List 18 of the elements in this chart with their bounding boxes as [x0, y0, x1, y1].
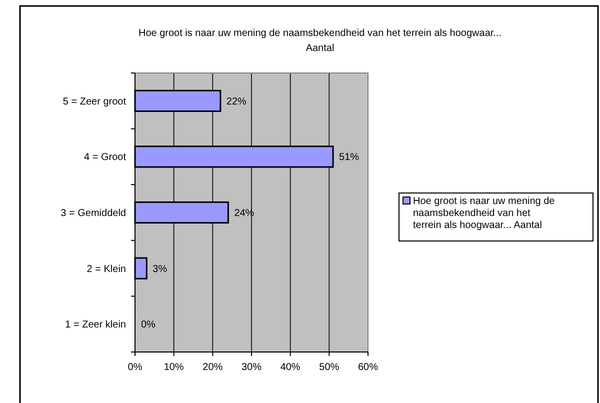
- data-label: 0%: [141, 320, 156, 331]
- data-label: 51%: [339, 152, 360, 164]
- x-tick-label: 60%: [358, 362, 378, 373]
- x-tick-label: 10%: [164, 362, 184, 373]
- x-tick-label: 40%: [280, 362, 300, 373]
- y-tick-label: 4 = Groot: [84, 152, 126, 164]
- y-tick-label: 1 = Zeer klein: [65, 320, 126, 331]
- y-tick-label: 5 = Zeer groot: [62, 96, 126, 108]
- x-tick-label: 50%: [319, 362, 340, 373]
- y-tick-label: 3 = Gemiddeld: [60, 208, 126, 219]
- legend-label: Hoe groot is naar uw mening de naamsbekendheid van het terrein als hoogwaar... Aantal: [413, 196, 556, 231]
- x-tick-label: 20%: [202, 362, 223, 373]
- x-tick-label: 30%: [241, 362, 262, 373]
- data-label: 3%: [152, 264, 168, 275]
- x-tick-label: 0%: [128, 362, 142, 373]
- y-tick-label: 2 = Klein: [86, 264, 126, 275]
- chart-title: Hoe groot is naar uw mening de naamsbekendheid van het terrein als hoogwaar... Aantal: [138, 28, 502, 54]
- data-label: 22%: [226, 96, 247, 108]
